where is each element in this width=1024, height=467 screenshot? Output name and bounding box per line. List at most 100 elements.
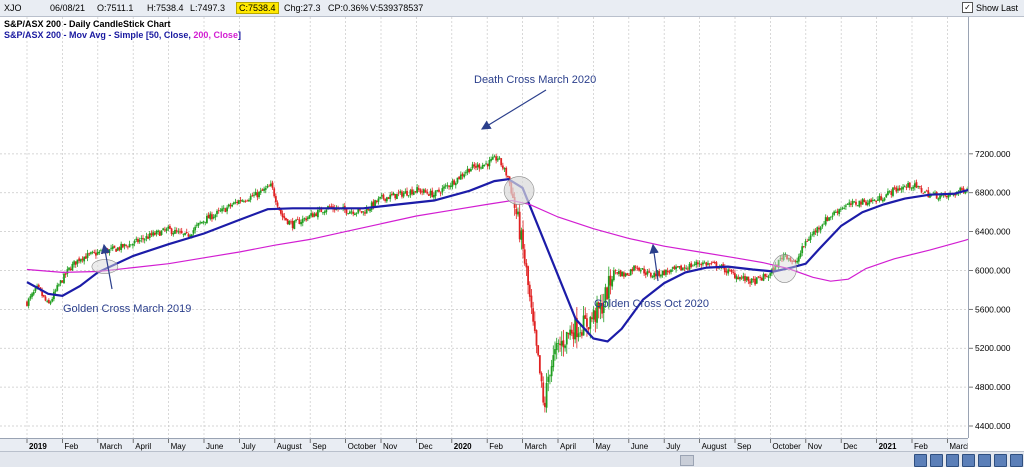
candle-body [796,261,798,263]
settings-icon[interactable] [994,454,1007,467]
candle-body [241,200,243,201]
candle-body [749,281,751,283]
x-tick-label: July [666,442,680,451]
crosshair-icon[interactable] [962,454,975,467]
candle-body [549,375,551,376]
candle-body [475,166,477,168]
pan-icon[interactable] [946,454,959,467]
candle-body [630,270,632,276]
candle-body [499,158,501,159]
candle-body [869,200,871,203]
scrollbar-thumb[interactable] [680,455,694,466]
candle-body [117,248,119,251]
date-label: 06/08/21 [50,3,85,13]
candle-body [741,278,743,279]
candle-body [98,252,100,253]
candle-body [828,217,830,220]
candle-body [198,223,200,226]
candle-body [665,270,667,275]
candle-body [357,209,359,213]
candle-body [243,201,245,202]
candle-body [92,252,94,253]
candle-body [88,253,90,254]
candle-body [660,275,662,276]
candle-body [726,271,728,272]
candle-body [520,230,522,239]
candle-body [621,272,623,277]
x-tick-label: 2020 [454,442,472,451]
candle-body [415,191,417,192]
candle-body [285,218,287,220]
candle-body [643,269,645,274]
show-last-toggle[interactable]: ✓ Show Last [962,2,1018,13]
candle-body [70,269,72,271]
zoom-in-icon[interactable] [914,454,927,467]
candle-body [751,278,753,282]
candle-body [850,203,852,204]
candle-body [423,189,425,193]
candle-body [922,193,924,194]
candle-body [223,208,225,209]
show-last-label: Show Last [976,3,1018,13]
candle-body [230,205,232,206]
candle-body [515,209,517,214]
candle-body [636,268,638,269]
candle-body [578,333,580,337]
subtitle-prefix: S&P/ASX 200 - Mov Avg - Simple [ [4,30,149,40]
candle-body [734,273,736,278]
candle-body [507,176,509,177]
candle-body [490,159,492,161]
y-tick-label: 4800.000 [975,382,1011,392]
candle-body [102,251,104,252]
candle-body [268,186,270,187]
candle-body [362,211,364,212]
candle-body [378,199,380,202]
candle-body [50,302,52,304]
x-tick-label: April [135,442,151,451]
candle-body [366,208,368,213]
candle-body [914,183,916,187]
candle-body [500,158,502,165]
candle-body [181,231,183,233]
refresh-icon[interactable] [1010,454,1023,467]
candle-body [258,192,260,197]
x-tick-label: August [277,442,303,451]
candle-body [633,266,635,271]
change-percent-label: CP:0.36% [328,3,369,13]
candle-body [852,201,854,205]
draw-tool-icon[interactable] [978,454,991,467]
candle-body [408,195,410,196]
candle-body [251,195,253,196]
horizontal-scrollbar[interactable] [0,451,1024,467]
candle-body [371,202,373,209]
candle-body [457,178,459,183]
candle-body [394,194,396,198]
candle-body [635,266,637,267]
candle-body [697,262,699,264]
y-axis-svg: 4400.0004800.0005200.0005600.0006000.000… [969,17,1024,438]
candle-body [907,183,909,187]
low-label: L:7497.3 [190,3,225,13]
candle-body [870,200,872,203]
zoom-out-icon[interactable] [930,454,943,467]
x-tick-label: Sep [737,442,752,451]
candle-body [287,219,289,224]
candle-body [305,218,307,220]
high-label: H:7538.4 [147,3,184,13]
candle-body [226,207,228,211]
show-last-checkbox[interactable]: ✓ [962,2,973,13]
candle-body [135,239,137,240]
candle-body [263,189,265,191]
candle-body [352,212,354,214]
candle-body [586,318,588,327]
candle-body [329,206,331,207]
candle-body [446,185,448,186]
candle-body [176,230,178,231]
candle-body [418,188,420,190]
candle-body [463,174,465,177]
candle-body [35,288,37,291]
